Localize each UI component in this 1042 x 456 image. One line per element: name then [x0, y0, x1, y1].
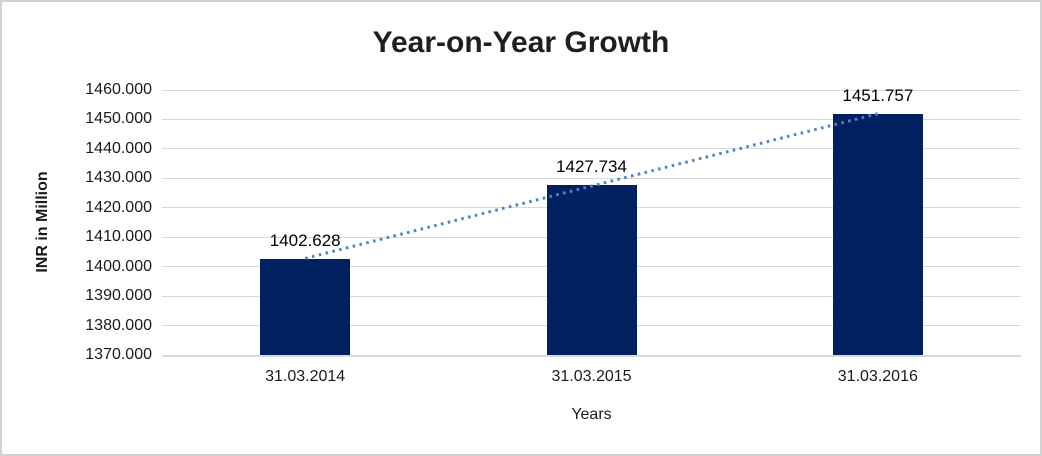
x-tick-label: 31.03.2016	[837, 368, 918, 385]
y-axis-title: INR in Million	[34, 171, 51, 273]
y-tick-label: 1380.000	[85, 316, 152, 334]
bar-value-label: 1402.628	[269, 230, 341, 250]
y-axis-tick-labels: 1370.000 1380.000 1390.000 1400.000 1410.000…	[57, 81, 152, 363]
gridline	[162, 177, 1021, 179]
bar-value-label: 1427.734	[556, 157, 627, 176]
y-tick-label: 1420.000	[85, 198, 152, 216]
y-tick-label: 1390.000	[85, 287, 152, 305]
x-tick-label: 31.03.2015	[551, 368, 632, 385]
x-tick-label: 31.03.2014	[265, 368, 346, 385]
gridline	[162, 89, 1021, 91]
y-tick-label: 1450.000	[85, 110, 152, 128]
gridline	[162, 118, 1021, 120]
trendline	[304, 112, 879, 260]
y-tick-label: 1460.000	[85, 81, 152, 98]
bar-31.03.2015	[546, 185, 637, 355]
bar-value-label: 1451.757	[842, 86, 914, 106]
y-tick-label: 1370.000	[85, 346, 152, 363]
y-tick-label: 1440.000	[85, 139, 152, 157]
y-tick-label: 1410.000	[85, 228, 152, 246]
x-axis-title: Years	[571, 406, 612, 423]
y-tick-label: 1400.000	[85, 257, 152, 275]
y-tick-label: 1430.000	[85, 169, 152, 187]
plot-area: 1402.628 1427.734 1451.757	[162, 86, 1021, 357]
bar-31.03.2016	[832, 114, 923, 355]
gridline	[162, 148, 1021, 150]
bar-31.03.2014	[260, 258, 351, 355]
chart-title: Year-on-Year Growth	[372, 26, 670, 59]
